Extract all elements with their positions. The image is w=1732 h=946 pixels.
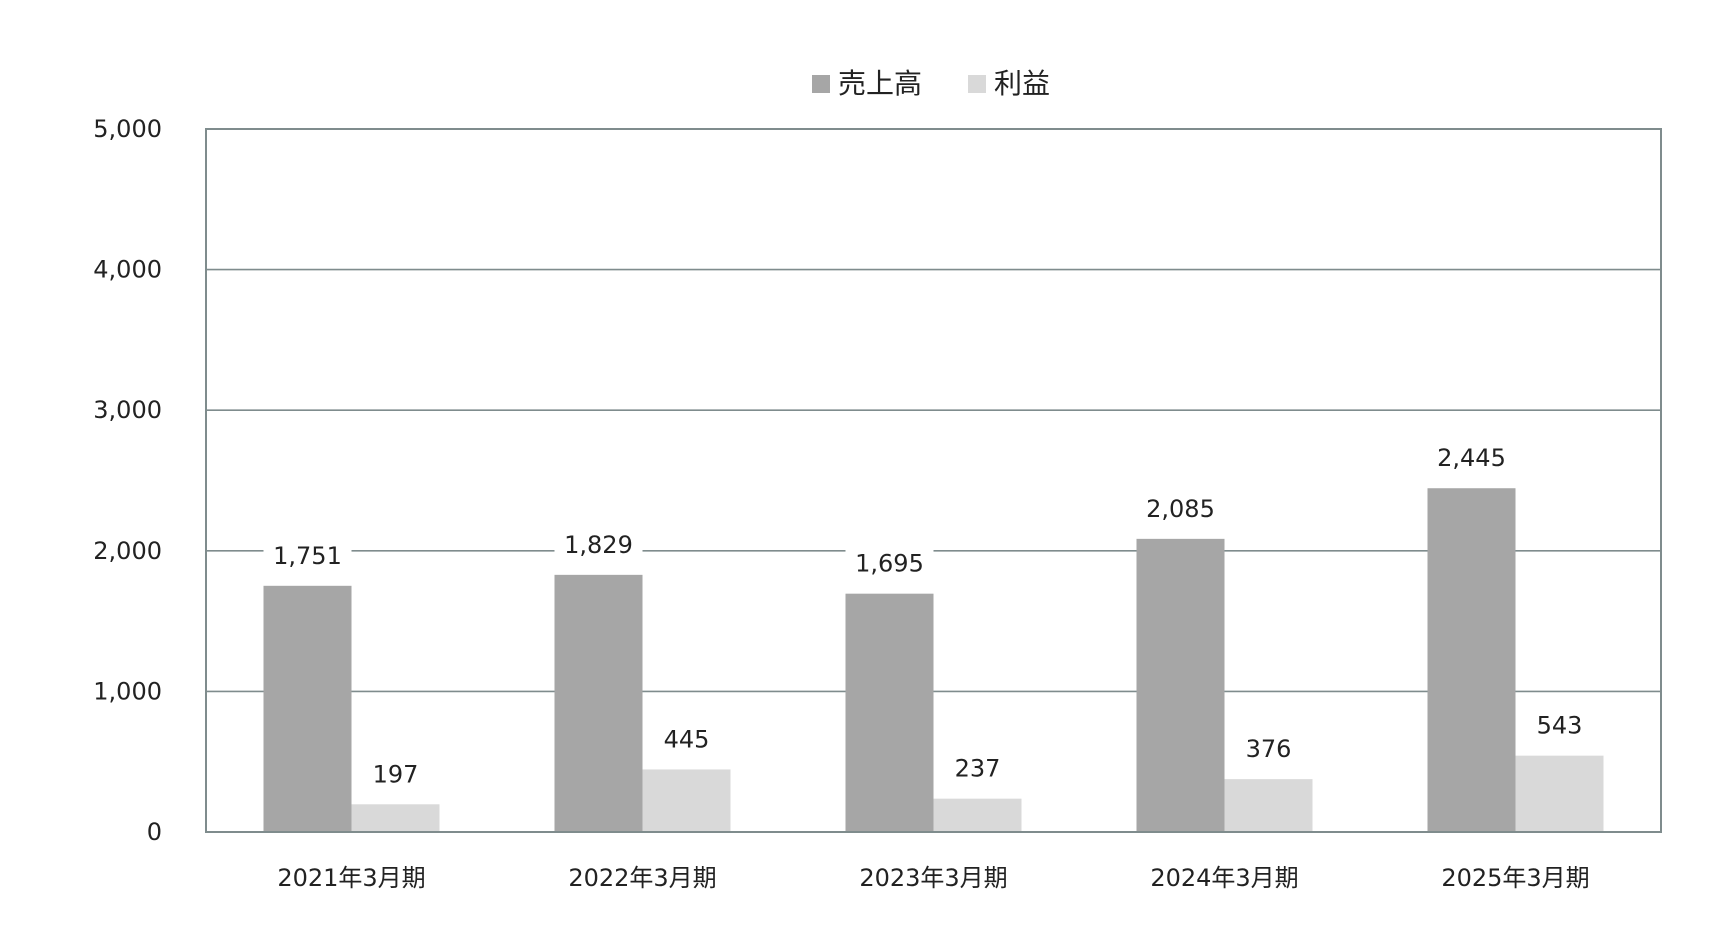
data-label-profit: 376: [1246, 735, 1292, 763]
plot-frame: [205, 128, 1662, 833]
y-tick-label: 1,000: [93, 677, 162, 705]
data-label-profit: 445: [664, 725, 710, 753]
y-axis-tick-labels: 0 1,000 2,000 3,000 4,000 5,000: [93, 115, 162, 846]
bars: [263, 488, 1604, 832]
legend: 売上高 利益: [812, 67, 1050, 100]
y-tick-label: 2,000: [93, 537, 162, 565]
data-label-background: [1136, 492, 1225, 525]
bar-sales: [263, 585, 352, 832]
data-label-sales: 1,751: [273, 542, 342, 570]
bar-sales: [845, 593, 934, 832]
data-label-sales: 2,445: [1437, 444, 1506, 472]
y-tick-label: 0: [147, 818, 162, 846]
bar-profit: [933, 798, 1022, 832]
x-tick-label: 2024年3月期: [1150, 864, 1298, 892]
data-label-background: [263, 539, 352, 572]
bar-profit: [642, 769, 731, 832]
data-label-profit: 237: [955, 755, 1001, 783]
data-label-background: [554, 528, 643, 561]
data-label-sales: 1,829: [564, 531, 633, 559]
data-label-background: [1427, 442, 1516, 475]
x-axis-tick-labels: 2021年3月期 2022年3月期 2023年3月期 2024年3月期 2025年3月期: [277, 864, 1589, 892]
x-tick-label: 2022年3月期: [568, 864, 716, 892]
y-tick-label: 3,000: [93, 396, 162, 424]
data-label-profit: 197: [373, 760, 419, 788]
y-tick-label: 4,000: [93, 256, 162, 284]
bar-profit: [1515, 755, 1604, 832]
data-label-background: [1238, 733, 1299, 766]
bar-profit: [351, 804, 440, 832]
bar-profit: [1224, 779, 1313, 832]
bar-sales: [1136, 538, 1225, 832]
data-label-sales: 2,085: [1146, 495, 1215, 523]
legend-label-sales: 売上高: [838, 67, 922, 100]
legend-label-profit: 利益: [994, 67, 1050, 100]
data-label-background: [656, 723, 717, 756]
x-tick-label: 2023年3月期: [859, 864, 1007, 892]
legend-swatch-profit: [968, 75, 986, 93]
data-labels: 1,751 197 1,829 445 1,695 237 2,085 376 2,445 543: [263, 442, 1590, 791]
x-tick-label: 2021年3月期: [277, 864, 425, 892]
data-label-sales: 1,695: [855, 550, 924, 578]
data-label-background: [845, 547, 934, 580]
bar-sales: [1427, 488, 1516, 832]
data-label-background: [1529, 709, 1590, 742]
data-label-background: [947, 752, 1008, 785]
bar-sales: [554, 574, 643, 832]
legend-swatch-sales: [812, 75, 830, 93]
y-tick-label: 5,000: [93, 115, 162, 143]
data-label-profit: 543: [1537, 712, 1583, 740]
data-label-background: [365, 758, 426, 791]
x-tick-label: 2025年3月期: [1441, 864, 1589, 892]
